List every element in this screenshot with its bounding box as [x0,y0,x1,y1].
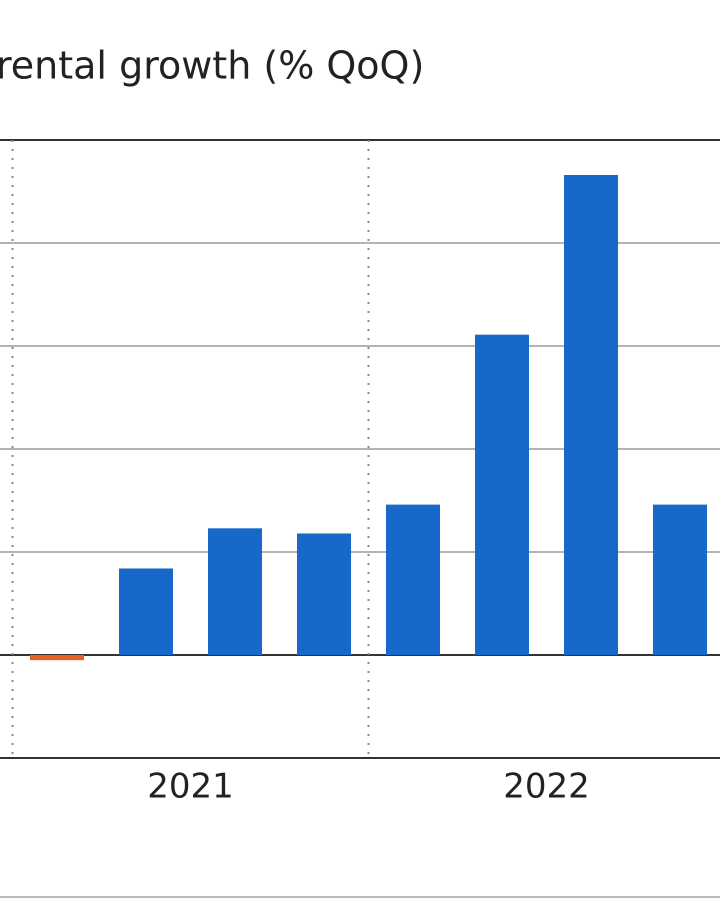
bar [653,504,707,655]
bar [119,568,173,655]
bar [564,175,618,655]
bar [208,528,262,655]
chart-title: rental growth (% QoQ) [0,44,424,88]
bar [475,334,529,655]
bar [30,655,84,661]
x-tick-label: 2022 [503,767,590,807]
bar [297,533,351,655]
x-tick-label: 2021 [147,767,234,807]
bar [386,504,440,655]
